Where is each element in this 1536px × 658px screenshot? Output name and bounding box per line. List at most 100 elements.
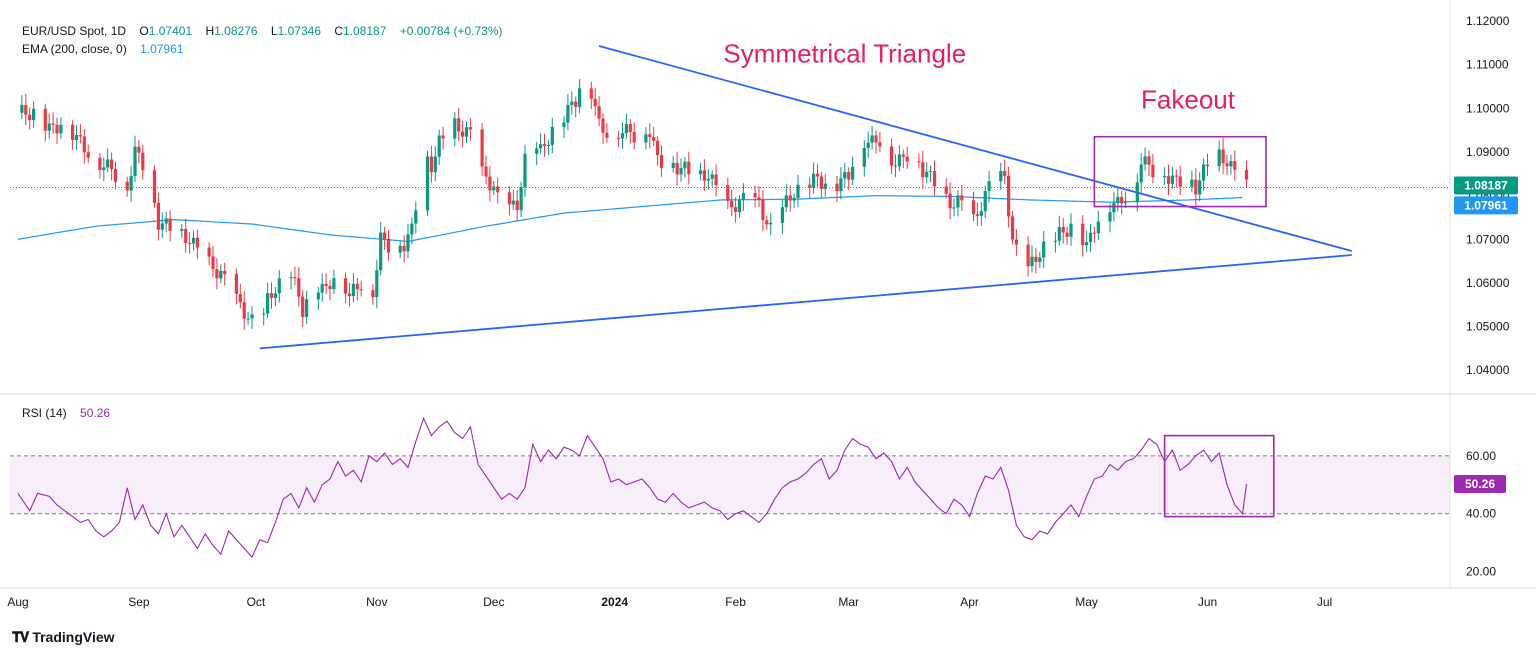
low-value: 1.07346 — [277, 24, 321, 38]
time-tick-label: Aug — [7, 595, 28, 609]
candle-body-down — [113, 169, 118, 182]
candle-body-down — [71, 124, 75, 140]
candle-body-down — [917, 161, 921, 163]
time-tick-label: Dec — [483, 595, 504, 609]
rsi-tick-label: 60.00 — [1466, 449, 1496, 463]
rsi-label[interactable]: RSI (14) — [22, 406, 67, 420]
candle-body-up — [246, 318, 250, 320]
candle-body-down — [355, 283, 359, 290]
candle-body-up — [671, 162, 675, 168]
time-tick-label: Jun — [1198, 595, 1217, 609]
candle-body-up — [351, 283, 355, 297]
candle-body-up — [769, 222, 773, 225]
candle-body-up — [1085, 242, 1089, 246]
price-tick-label: 1.06000 — [1466, 276, 1510, 290]
candle-body-down — [921, 162, 925, 178]
candle-body-up — [741, 192, 745, 200]
candle-body-down — [960, 195, 964, 201]
candle-body-down — [1081, 223, 1085, 246]
change-value: +0.00784 (+0.73%) — [399, 24, 503, 38]
candle-body-down — [757, 197, 761, 201]
ema-label[interactable]: EMA (200, close, 0) — [22, 42, 127, 56]
price-tick-label: 1.09000 — [1466, 145, 1510, 159]
candle-body-up — [683, 161, 687, 169]
candle-body-up — [320, 283, 324, 293]
candle-body-down — [328, 286, 332, 290]
candle-body-up — [1108, 212, 1112, 222]
candle-body-up — [737, 199, 742, 213]
candle-body-up — [410, 223, 414, 235]
symbol-label[interactable]: EUR/USD Spot, 1D — [22, 24, 127, 38]
candle-body-down — [628, 124, 632, 133]
candle-body-up — [870, 135, 874, 143]
candle-body-down — [1026, 244, 1030, 267]
ema-value: 1.07961 — [140, 42, 184, 56]
candle-body-down — [874, 135, 878, 143]
candle-body-down — [1147, 156, 1151, 165]
candle-body-down — [589, 88, 593, 99]
rsi-line — [17, 416, 1248, 559]
candle-body-up — [566, 104, 570, 123]
candle-body-down — [617, 137, 621, 139]
candle-body-down — [890, 146, 894, 166]
candle-body-down — [371, 290, 375, 298]
candle-body-down — [1014, 239, 1018, 245]
candle-body-down — [468, 127, 472, 130]
candle-body-down — [324, 283, 328, 287]
candle-body-down — [1205, 164, 1210, 167]
candles — [20, 79, 1249, 330]
candle-body-up — [897, 154, 901, 167]
candle-body-down — [301, 296, 305, 317]
candle-body-up — [1038, 257, 1042, 262]
candle-body-down — [347, 293, 352, 297]
candle-body-up — [925, 171, 929, 178]
candle-body-down — [788, 195, 792, 201]
candle-body-up — [562, 122, 566, 127]
candle-body-down — [383, 232, 387, 239]
candle-body-down — [125, 181, 129, 191]
time-tick-label: Jul — [1317, 595, 1332, 609]
candle-body-down — [223, 270, 227, 275]
candle-body-down — [815, 173, 820, 177]
candle-body-up — [250, 314, 254, 319]
candle-body-down — [168, 218, 172, 231]
candle-body-down — [878, 142, 882, 147]
rsi-pane — [10, 416, 1450, 559]
candle-body-up — [191, 237, 196, 244]
candle-body-up — [379, 232, 383, 271]
candle-body-down — [156, 202, 160, 230]
candle-body-up — [839, 178, 843, 192]
candle-body-up — [519, 187, 523, 211]
candle-body-up — [843, 172, 847, 179]
candle-body-up — [644, 134, 648, 143]
candle-body-up — [523, 153, 527, 188]
candle-body-down — [605, 132, 609, 138]
candle-body-down — [86, 152, 90, 158]
candle-body-up — [59, 124, 63, 134]
candle-body-down — [402, 245, 406, 252]
candle-body-down — [488, 176, 492, 191]
candle-body-down — [110, 159, 114, 170]
rsi-value: 50.26 — [80, 406, 111, 420]
candle-body-up — [851, 166, 855, 180]
tradingview-logo[interactable]: 𝐓𝐕 TradingView — [12, 629, 115, 646]
rsi-badge-text: 50.26 — [1465, 477, 1495, 491]
rsi-tick-label: 20.00 — [1466, 565, 1496, 579]
highlight-boxes — [1093, 135, 1275, 518]
candle-body-down — [496, 186, 500, 193]
open-label: O — [139, 24, 149, 38]
candle-body-down — [484, 166, 488, 177]
candle-body-up — [535, 148, 539, 154]
candle-body-down — [152, 170, 157, 203]
candle-body-up — [1163, 176, 1167, 178]
candle-body-up — [679, 168, 683, 175]
candle-body-down — [215, 269, 219, 279]
candle-body-up — [1143, 156, 1147, 165]
axes: 1.120001.110001.100001.090001.080001.070… — [7, 14, 1518, 609]
candle-body-up — [20, 104, 24, 113]
candle-body-up — [1069, 223, 1073, 237]
candle-body-up — [74, 134, 79, 140]
candle-body-down — [269, 293, 274, 298]
candle-body-up — [425, 156, 430, 211]
